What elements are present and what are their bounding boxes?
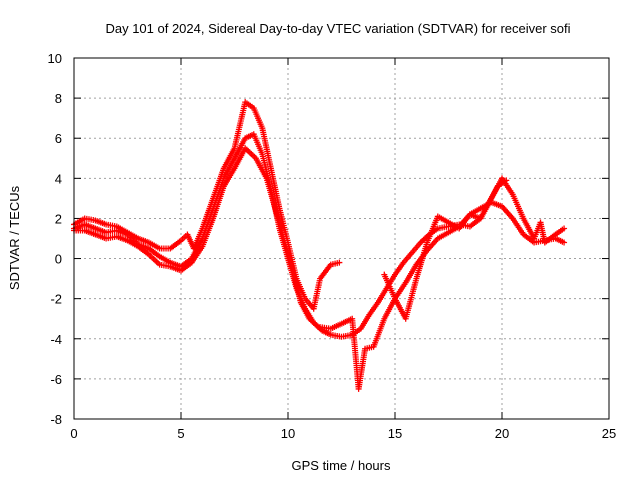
y-tick-label: 6: [55, 131, 62, 146]
y-tick-label: -4: [50, 332, 62, 347]
x-tick-label: 10: [281, 426, 295, 441]
data-point: [561, 225, 568, 232]
data-point: [336, 259, 343, 266]
data-point: [561, 239, 568, 246]
y-tick-label: -8: [50, 412, 62, 427]
x-tick-label: 20: [495, 426, 509, 441]
data-points: [71, 99, 568, 392]
y-tick-label: 2: [55, 211, 62, 226]
chart-title: Day 101 of 2024, Sidereal Day-to-day VTE…: [105, 21, 570, 36]
x-tick-label: 15: [388, 426, 402, 441]
y-tick-label: -6: [50, 372, 62, 387]
x-tick-label: 5: [177, 426, 184, 441]
x-tick-label: 0: [70, 426, 77, 441]
y-tick-label: 8: [55, 91, 62, 106]
y-tick-label: 0: [55, 252, 62, 267]
y-tick-label: 4: [55, 171, 62, 186]
plot-frame: [73, 57, 610, 420]
y-tick-label: 10: [48, 51, 62, 66]
tick-labels: 0 5 10 15 20 25 -8 -6 -4 -2 0 2 4 6 8 10: [48, 51, 617, 441]
x-tick-label: 25: [602, 426, 616, 441]
y-tick-label: -2: [50, 292, 62, 307]
y-axis-label: SDTVAR / TECUs: [7, 185, 22, 290]
x-axis-label: GPS time / hours: [292, 458, 391, 473]
